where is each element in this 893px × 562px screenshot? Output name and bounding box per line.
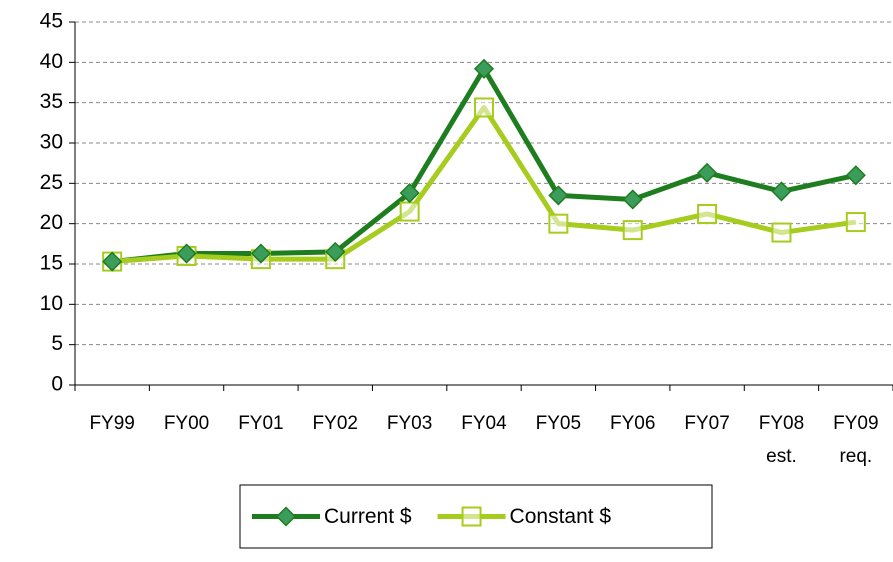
marker (771, 222, 792, 243)
x-tick-label: FY08 est. (758, 413, 805, 467)
x-tick-label: FY06 (610, 413, 656, 434)
marker (622, 189, 643, 210)
x-tick-label: FY07 (684, 413, 730, 434)
y-tick-label: 20 (40, 211, 63, 234)
legend-marker (461, 506, 482, 527)
marker (325, 241, 346, 262)
x-tick-label: FY05 (535, 413, 582, 434)
y-tick-label: 30 (40, 131, 63, 154)
marker (771, 181, 792, 202)
legend-label: Current $ (324, 505, 412, 528)
marker (697, 162, 718, 183)
x-tick-label: FY99 (89, 413, 135, 434)
marker (399, 201, 420, 222)
marker (548, 185, 569, 206)
y-tick-label: 0 (51, 373, 63, 396)
y-tick-label: 35 (40, 90, 63, 113)
y-tick-label: 40 (40, 50, 63, 73)
y-tick-label: 10 (40, 292, 63, 315)
marker (473, 58, 495, 79)
marker (845, 212, 866, 233)
marker (697, 203, 718, 224)
marker (176, 243, 197, 264)
legend-marker (275, 506, 297, 527)
y-tick-label: 45 (40, 10, 63, 33)
y-tick-label: 25 (40, 171, 63, 194)
x-tick-label: FY03 (386, 413, 433, 434)
x-tick-label: FY00 (163, 413, 210, 434)
marker (399, 182, 420, 204)
x-tick-label: FY01 (238, 413, 284, 434)
marker (102, 251, 123, 272)
x-tick-label: FY09 req. (833, 413, 879, 467)
marker (250, 243, 271, 264)
y-tick-label: 15 (40, 252, 63, 275)
marker (622, 220, 643, 241)
marker (474, 97, 494, 118)
x-tick-label: FY04 (461, 413, 507, 434)
y-tick-label: 5 (51, 332, 63, 355)
legend-label: Constant $ (510, 505, 612, 528)
marker (845, 165, 866, 186)
marker (548, 213, 569, 234)
x-tick-label: FY02 (312, 413, 358, 434)
